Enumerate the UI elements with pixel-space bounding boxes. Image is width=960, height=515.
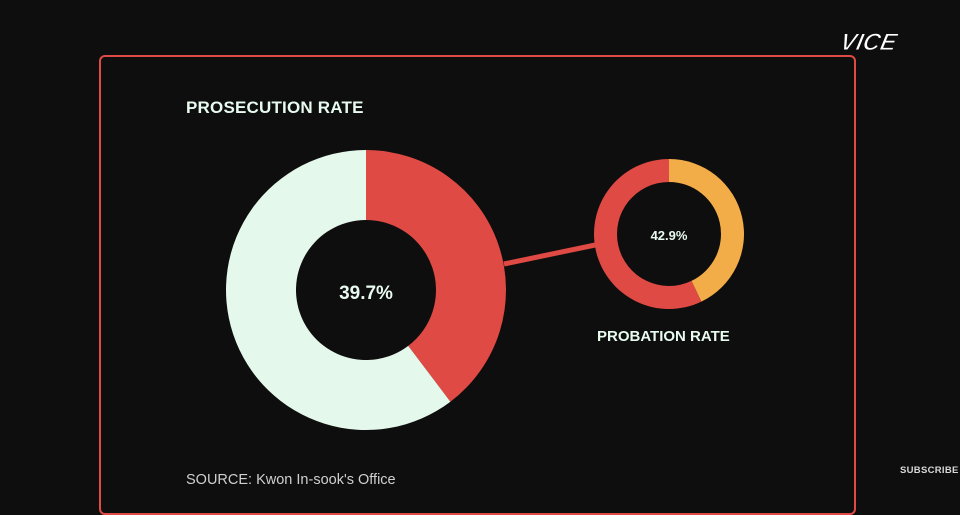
probation-donut [593, 159, 744, 309]
vice-logo[interactable]: VICE [834, 26, 916, 56]
logo-text: VICE [838, 29, 900, 56]
donut-charts: 39.7% 42.9% [226, 150, 744, 430]
donut-2-slice-1 [669, 159, 744, 302]
probation-rate-title: PROBATION RATE [597, 328, 730, 345]
donut-1-slice-2 [226, 150, 451, 430]
prosecution-rate-title: PROSECUTION RATE [186, 98, 364, 117]
connector-line [503, 241, 601, 267]
prosecution-donut [226, 150, 507, 430]
donut-1-slice-1 [366, 150, 507, 402]
probation-center-label: 42.9% [651, 228, 688, 243]
source-note: SOURCE: Kwon In-sook's Office [186, 472, 396, 488]
subscribe-button[interactable]: SUBSCRIBE [900, 465, 959, 476]
donut-2-slice-2 [593, 159, 702, 309]
prosecution-center-label: 39.7% [339, 283, 393, 304]
